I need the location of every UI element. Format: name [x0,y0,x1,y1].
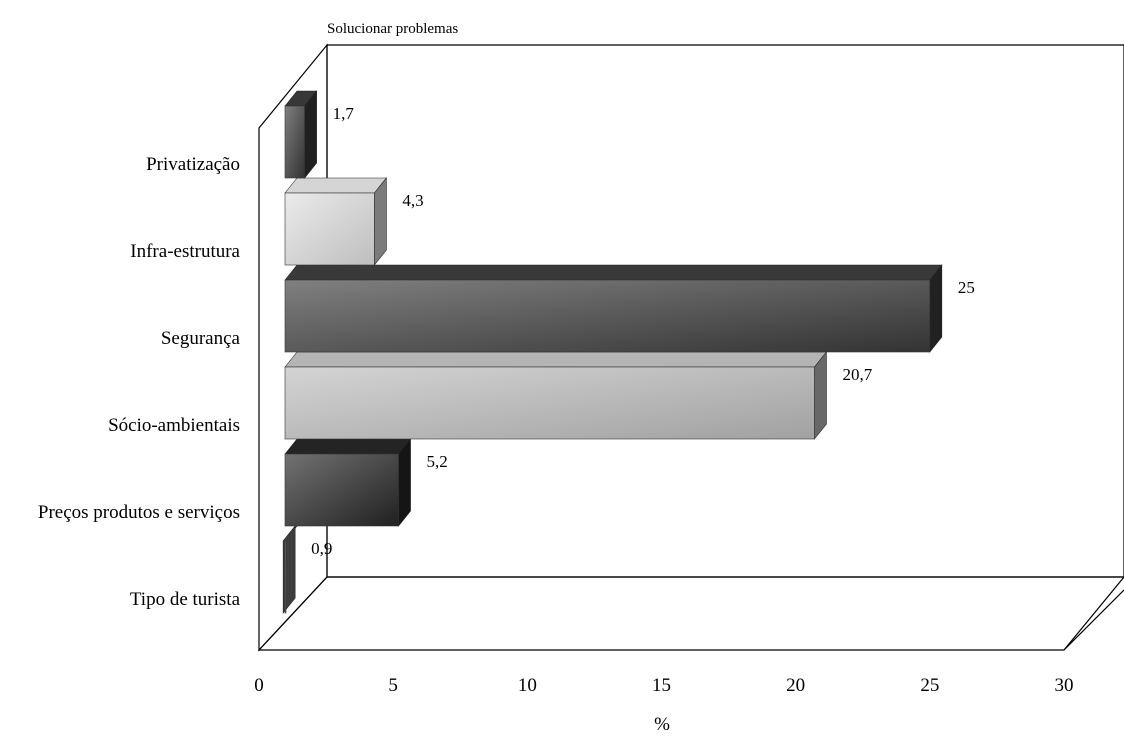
value-label: 4,3 [402,191,423,210]
x-tick-labels-group: 0 5 10 15 20 25 30 [254,675,1073,696]
bars-group [282,90,943,614]
x-tick-label: 5 [388,675,398,696]
floor [257,576,1124,651]
floor-front-edge [1063,589,1124,651]
category-label: Tipo de turista [130,589,241,610]
category-label: Infra-estrutura [130,241,240,262]
category-label: Sócio-ambientais [108,415,240,436]
bar-front-face [284,453,399,527]
x-tick-label: 10 [518,675,537,696]
x-axis-title: % [654,714,670,735]
bar-right-face [929,264,943,353]
x-tick-label: 25 [920,675,939,696]
bar-right-face [398,438,411,527]
bar-top-face [284,177,388,194]
value-label: 25 [958,278,975,297]
category-label: Privatização [146,154,240,175]
bar-3 [284,351,828,440]
bar-4 [284,264,943,353]
bar-6 [284,90,318,179]
bar-right-face [374,177,387,266]
value-label: 0,9 [311,539,332,558]
bar-front-face [284,279,931,353]
bar-top-face [284,351,828,368]
value-label: 20,7 [842,365,872,384]
category-labels-group: Tipo de turista Preços produtos e serviço… [38,154,241,610]
bar-front-face [284,366,815,440]
bar-2 [284,438,412,527]
value-label: 1,7 [333,104,355,123]
value-label: 5,2 [427,452,448,471]
bar-front-face [284,540,287,614]
x-tick-label: 20 [786,675,805,696]
legend-label: Solucionar problemas [327,21,458,37]
bar-front-face [284,192,375,266]
bar-top-face [284,264,943,281]
x-tick-label: 0 [254,675,264,696]
bar-right-face [814,351,827,440]
value-labels-group: 0,9 5,2 20,7 25 4,3 1,7 [311,104,975,558]
bar-1 [282,525,298,614]
x-tick-label: 15 [652,675,671,696]
category-label: Preços produtos e serviços [38,502,240,523]
bar-5 [284,177,388,266]
x-tick-label: 30 [1055,675,1074,696]
bar-right-face [304,90,317,179]
bar-front-face [284,105,305,179]
bar-top-face [284,438,412,455]
category-label: Segurança [161,328,241,349]
